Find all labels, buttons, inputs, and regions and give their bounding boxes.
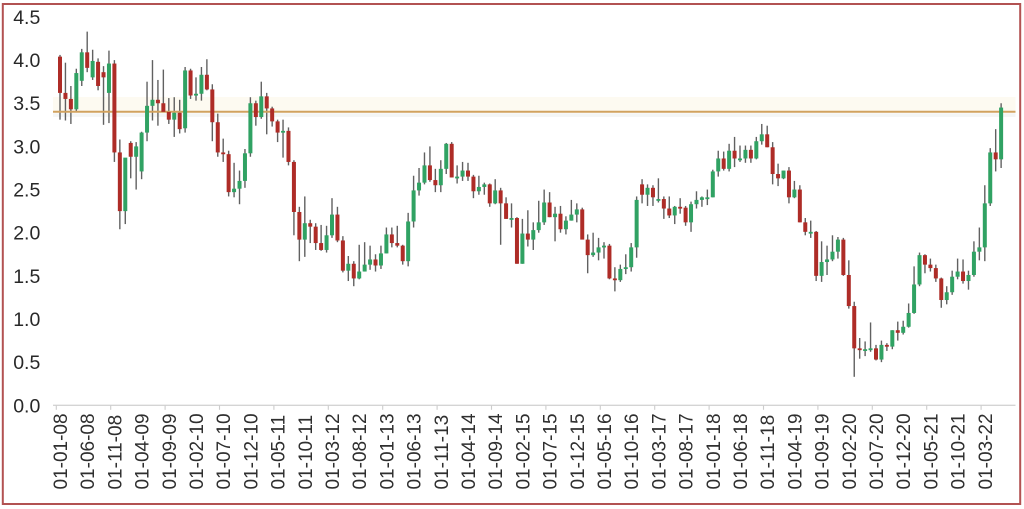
svg-text:01-04-14: 01-04-14 <box>459 413 480 489</box>
svg-text:01-07-20: 01-07-20 <box>867 413 888 489</box>
svg-text:01-08-12: 01-08-12 <box>350 413 371 489</box>
svg-text:01-09-09: 01-09-09 <box>160 413 181 489</box>
svg-text:01-03-17: 01-03-17 <box>649 413 670 489</box>
svg-text:01-12-10: 01-12-10 <box>241 413 262 489</box>
svg-text:01-12-15: 01-12-15 <box>568 413 589 489</box>
svg-text:1.0: 1.0 <box>13 309 40 331</box>
svg-text:01-02-20: 01-02-20 <box>840 413 861 489</box>
svg-text:01-10-16: 01-10-16 <box>622 413 643 489</box>
svg-text:01-09-19: 01-09-19 <box>813 413 834 489</box>
svg-text:01-04-09: 01-04-09 <box>133 413 154 489</box>
svg-text:01-12-20: 01-12-20 <box>894 413 915 489</box>
svg-text:01-11-18: 01-11-18 <box>758 415 779 490</box>
svg-text:01-01-18: 01-01-18 <box>704 413 725 489</box>
svg-text:01-07-10: 01-07-10 <box>214 413 235 489</box>
svg-text:01-10-11: 01-10-11 <box>296 415 317 490</box>
svg-text:01-11-08: 01-11-08 <box>105 415 126 490</box>
svg-text:01-02-15: 01-02-15 <box>513 413 534 489</box>
svg-text:3.5: 3.5 <box>13 93 40 115</box>
svg-text:01-01-08: 01-01-08 <box>51 413 72 489</box>
svg-text:01-05-11: 01-05-11 <box>269 415 290 490</box>
svg-text:1.5: 1.5 <box>13 266 40 288</box>
svg-text:01-09-14: 01-09-14 <box>486 413 507 489</box>
svg-text:01-06-08: 01-06-08 <box>78 413 99 489</box>
svg-text:01-03-22: 01-03-22 <box>976 413 997 489</box>
svg-text:01-08-17: 01-08-17 <box>677 413 698 489</box>
svg-text:01-01-13: 01-01-13 <box>377 413 398 489</box>
svg-text:2.5: 2.5 <box>13 180 40 202</box>
svg-text:01-06-13: 01-06-13 <box>405 413 426 489</box>
svg-text:4.0: 4.0 <box>13 50 40 72</box>
svg-text:0.0: 0.0 <box>13 395 40 417</box>
svg-text:4.5: 4.5 <box>13 7 40 29</box>
svg-text:01-04-19: 01-04-19 <box>785 413 806 489</box>
svg-text:01-06-18: 01-06-18 <box>731 413 752 489</box>
svg-text:01-10-21: 01-10-21 <box>949 413 970 489</box>
svg-text:01-05-16: 01-05-16 <box>595 413 616 489</box>
svg-text:01-03-12: 01-03-12 <box>323 413 344 489</box>
svg-text:0.5: 0.5 <box>13 352 40 374</box>
svg-text:01-07-15: 01-07-15 <box>541 413 562 489</box>
svg-text:01-11-13: 01-11-13 <box>432 415 453 490</box>
svg-text:3.0: 3.0 <box>13 136 40 158</box>
svg-text:01-05-21: 01-05-21 <box>921 413 942 489</box>
svg-text:01-02-10: 01-02-10 <box>187 413 208 489</box>
svg-text:2.0: 2.0 <box>13 223 40 245</box>
